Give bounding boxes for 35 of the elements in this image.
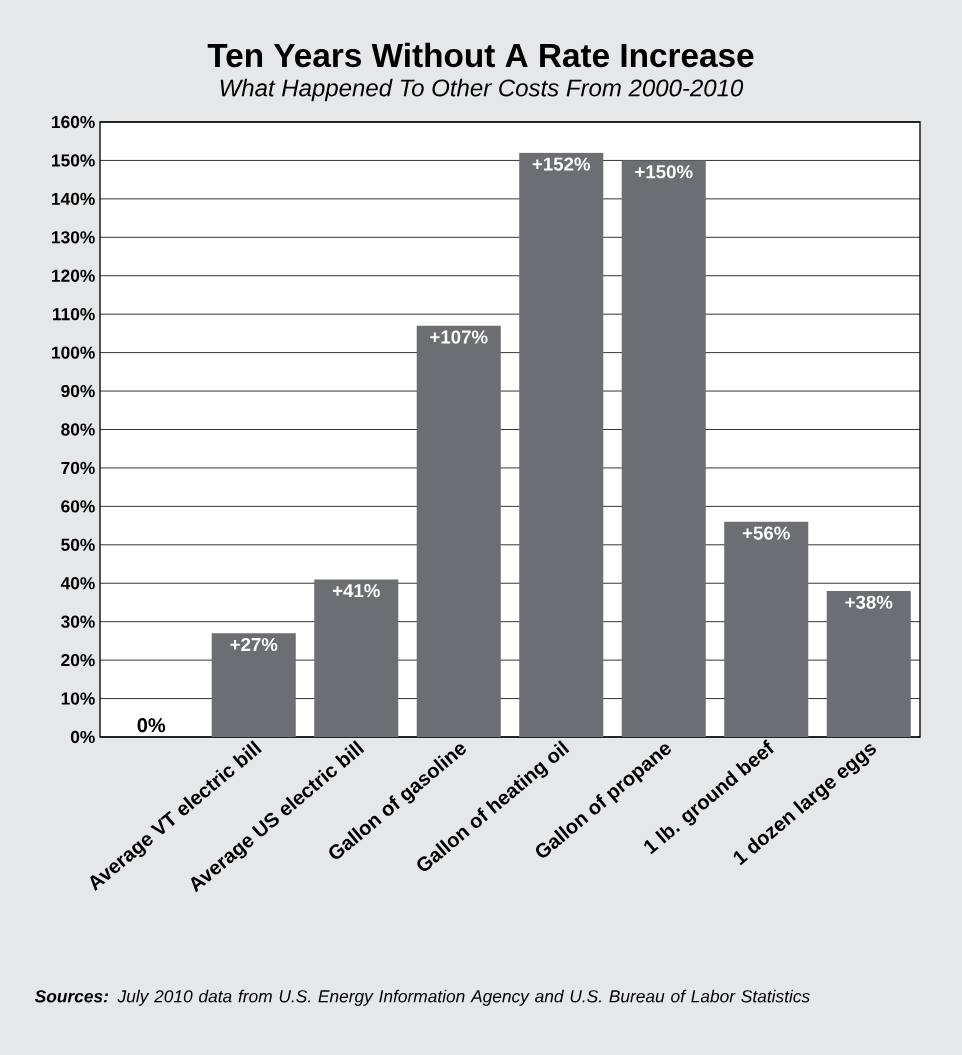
y-tick-label: 80% bbox=[61, 423, 95, 436]
y-tick-label: 20% bbox=[61, 653, 95, 667]
bar bbox=[416, 325, 501, 737]
y-tick-label: 160% bbox=[52, 115, 95, 129]
y-tick-label: 10% bbox=[61, 692, 95, 705]
data-label: +150% bbox=[635, 165, 693, 179]
data-label: +27% bbox=[230, 637, 278, 652]
y-tick-label: 90% bbox=[61, 384, 95, 398]
text: Sources: July 2010 data from U.S. Energy Information Agency and U.S. Bureau of Labor Statistics bbox=[34, 989, 810, 1006]
chart-subtitle: What Happened To Other Costs From 2000-2010 bbox=[220, 78, 744, 102]
bar bbox=[314, 579, 399, 737]
bar bbox=[826, 590, 911, 737]
bar bbox=[211, 633, 296, 737]
y-tick-label: 100% bbox=[52, 346, 95, 359]
y-tick-label: 120% bbox=[52, 269, 95, 282]
y-tick-label: 150% bbox=[52, 154, 95, 167]
y-tick-label: 0% bbox=[70, 730, 95, 744]
data-label: +107% bbox=[430, 330, 488, 344]
data-label: +41% bbox=[332, 584, 380, 598]
bar bbox=[519, 152, 604, 737]
data-label: +152% bbox=[532, 157, 591, 171]
y-tick-label: 50% bbox=[61, 538, 95, 551]
chart-title: Ten Years Without A Rate Increase bbox=[207, 42, 754, 68]
y-tick-label: 110% bbox=[53, 308, 95, 321]
y-tick-label: 70% bbox=[61, 461, 95, 475]
data-label: +56% bbox=[742, 526, 790, 540]
bar bbox=[621, 160, 706, 737]
y-tick-label: 130% bbox=[52, 231, 95, 244]
y-tick-label: 140% bbox=[52, 192, 95, 205]
y-tick-label: 30% bbox=[60, 615, 95, 628]
data-label: +38% bbox=[845, 595, 893, 609]
data-label: 0% bbox=[137, 718, 166, 733]
bar bbox=[724, 521, 809, 737]
y-tick-label: 60% bbox=[61, 500, 95, 513]
y-tick-label: 40% bbox=[60, 577, 95, 590]
